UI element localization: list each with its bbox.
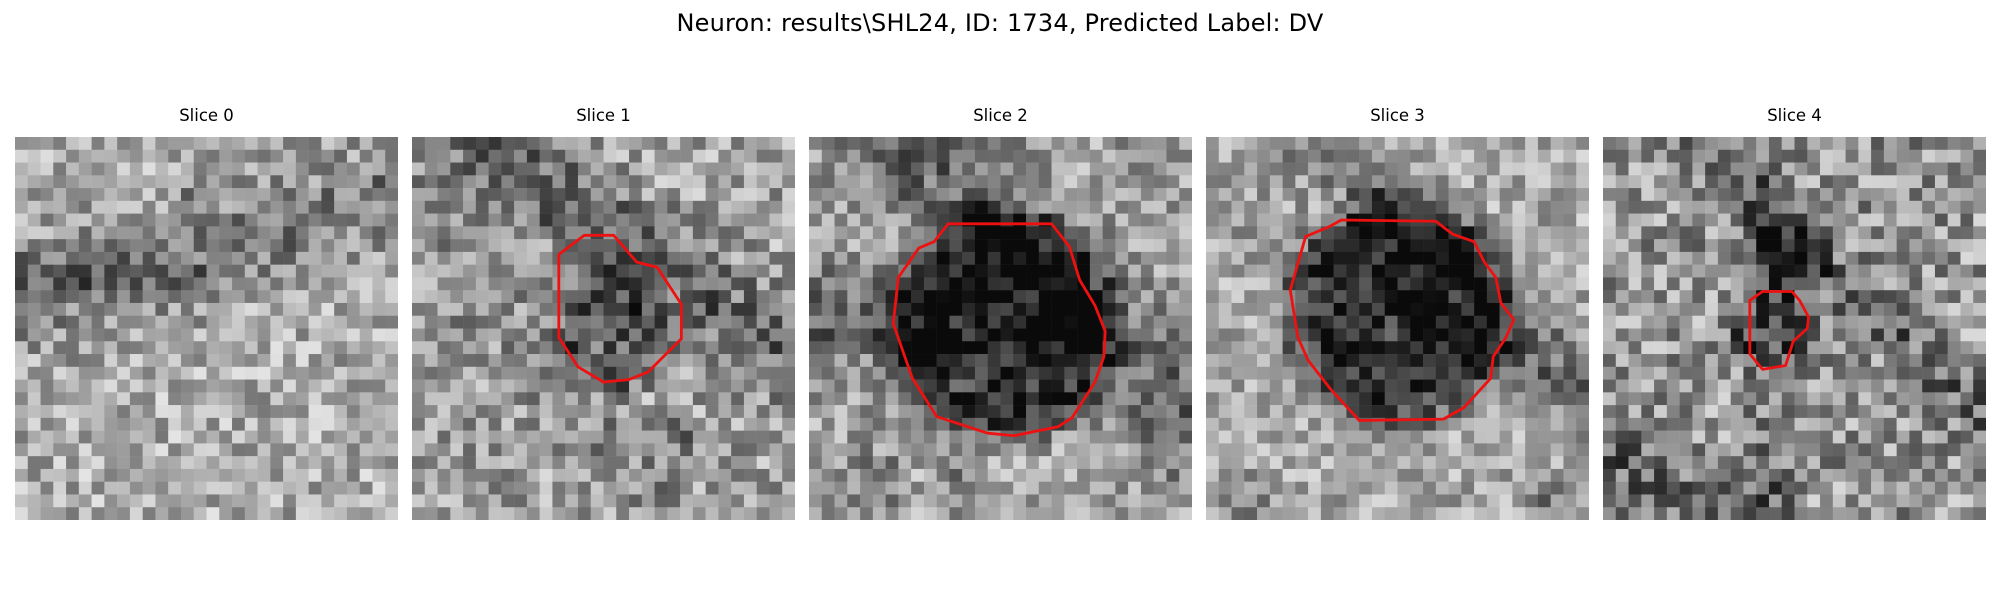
slice-1-title: Slice 1 [576,106,631,125]
slice-panel-0: Slice 0 [15,104,398,520]
slice-panel-3: Slice 3 [1206,104,1589,520]
slice-2-title: Slice 2 [973,106,1028,125]
segmentation-contour [891,222,1107,438]
slice-4-title: Slice 4 [1767,106,1822,125]
slice-1-image [412,137,795,520]
slice-2-image [809,137,1192,520]
slice-panel-2: Slice 2 [809,104,1192,520]
slice-0-image [15,137,398,520]
segmentation-contour [1748,290,1810,371]
slice-0-title: Slice 0 [179,106,234,125]
slice-panel-4: Slice 4 [1603,104,1986,520]
slice-3-title: Slice 3 [1370,106,1425,125]
figure-title: Neuron: results\SHL24, ID: 1734, Predict… [676,9,1324,37]
slice-4-image [1603,137,1986,520]
segmentation-contour [1288,218,1516,422]
slice-3-image [1206,137,1589,520]
segmentation-contour [557,233,683,384]
slice-panel-1: Slice 1 [412,104,795,520]
